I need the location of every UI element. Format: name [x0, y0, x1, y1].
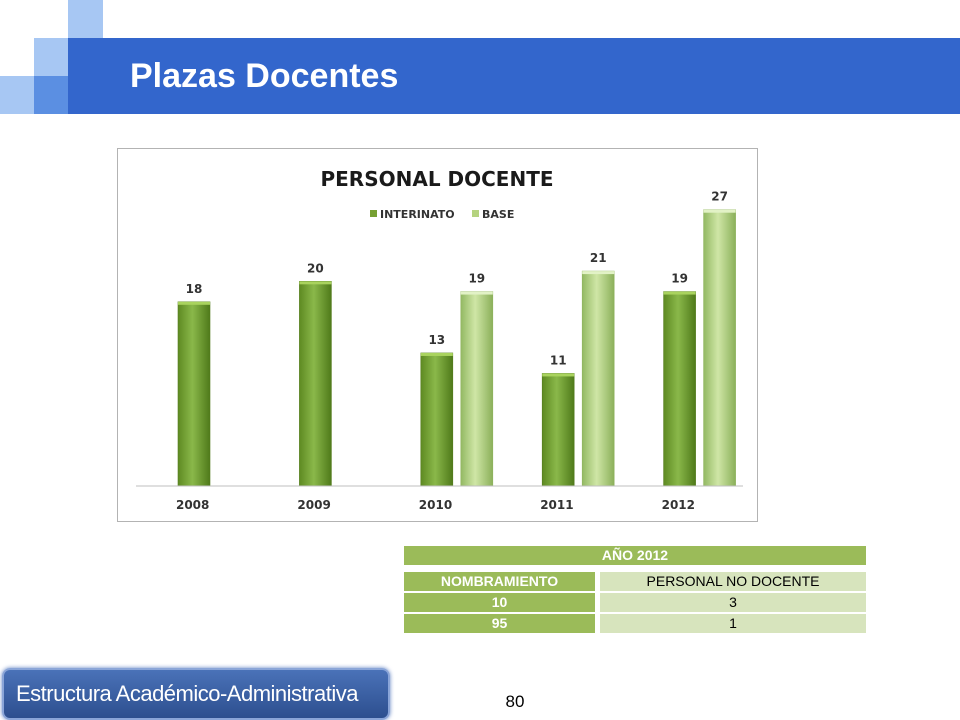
- bar-interinato-2009: [299, 281, 332, 487]
- data-label: 27: [711, 190, 728, 204]
- page-number: 80: [505, 692, 525, 711]
- x-tick-label: 2010: [419, 498, 452, 512]
- table-row: 10 3: [404, 593, 866, 612]
- chart-title: PERSONAL DOCENTE: [320, 167, 553, 191]
- table-header-year: AÑO 2012: [404, 546, 866, 565]
- data-label: 13: [428, 333, 445, 347]
- bar-interinato-2012: [663, 291, 696, 487]
- slide-title: Plazas Docentes: [130, 57, 399, 95]
- bar-top-interinato-2010: [420, 352, 453, 356]
- bar-interinato-2010: [420, 352, 454, 487]
- table-row: 95 1: [404, 614, 866, 633]
- decor-square: [0, 76, 34, 114]
- x-tick-label: 2012: [662, 498, 695, 512]
- bar-base-2012: [703, 209, 736, 487]
- bar-interinato-2008: [177, 301, 211, 487]
- bar-base-2010: [460, 291, 494, 487]
- bar-top-interinato-2008: [178, 301, 210, 305]
- table-column-row: NOMBRAMIENTO PERSONAL NO DOCENTE: [404, 572, 866, 591]
- chart-frame: PERSONAL DOCENTE INTERINATO BASE 18 20 13 19…: [117, 148, 758, 522]
- x-tick-label: 2008: [176, 498, 209, 512]
- legend-label-base: BASE: [482, 208, 514, 221]
- data-label: 19: [671, 272, 688, 286]
- bar-top-base-2010: [460, 291, 493, 295]
- decor-square: [68, 0, 103, 38]
- data-label: 18: [186, 282, 203, 296]
- bar-top-base-2011: [582, 271, 615, 275]
- title-bar: [68, 38, 960, 114]
- data-label: 21: [590, 251, 607, 265]
- table-cell: 1: [600, 614, 866, 633]
- section-label-text: Estructura Académico-Administrativa: [16, 681, 358, 706]
- bar-top-interinato-2012: [663, 291, 696, 295]
- column-header-personal-no-docente: PERSONAL NO DOCENTE: [600, 572, 866, 591]
- data-label: 20: [307, 261, 324, 275]
- table-header-row: AÑO 2012: [404, 546, 866, 565]
- bar-top-interinato-2011: [542, 373, 575, 377]
- chart-legend: INTERINATO BASE: [370, 208, 514, 221]
- bar-top-interinato-2009: [299, 281, 332, 285]
- bar-base-2011: [581, 270, 615, 487]
- x-tick-label: 2009: [297, 498, 330, 512]
- table-cell: 3: [600, 593, 866, 612]
- bar-top-base-2012: [703, 209, 736, 213]
- x-tick-label: 2011: [540, 498, 573, 512]
- legend-swatch-interinato: [370, 210, 377, 217]
- legend-swatch-base: [472, 210, 479, 217]
- table-cell: 95: [404, 614, 595, 633]
- legend-label-interinato: INTERINATO: [380, 208, 455, 221]
- section-label: Estructura Académico-Administrativa: [2, 668, 390, 720]
- decor-square: [34, 76, 68, 114]
- column-header-nombramiento: NOMBRAMIENTO: [404, 572, 595, 591]
- table-cell: 10: [404, 593, 595, 612]
- bar-chart: PERSONAL DOCENTE INTERINATO BASE 18 20 13 19…: [136, 167, 743, 512]
- data-label: 11: [550, 353, 567, 367]
- decor-square: [34, 38, 68, 76]
- data-label: 19: [468, 272, 485, 286]
- bar-interinato-2011: [541, 373, 575, 487]
